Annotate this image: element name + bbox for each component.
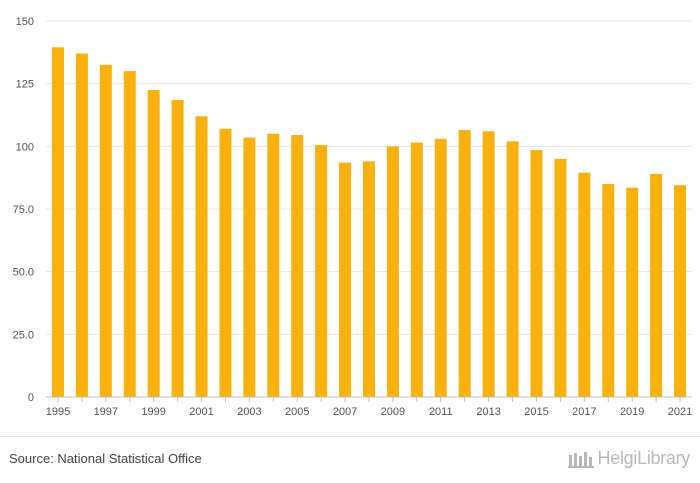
- x-tick-label: 2011: [429, 406, 453, 418]
- bar: [458, 130, 471, 398]
- bar: [674, 185, 687, 397]
- source-note: Source: National Statistical Office: [9, 451, 202, 466]
- bar: [315, 145, 328, 397]
- bar: [650, 173, 663, 397]
- x-tick-label: 2015: [524, 406, 548, 418]
- x-tick-label: 2017: [572, 406, 596, 418]
- bar: [602, 183, 615, 397]
- bar: [530, 150, 543, 397]
- x-tick-label: 1999: [141, 406, 165, 418]
- bar: [363, 161, 375, 397]
- y-tick-label: 50.0: [13, 267, 34, 279]
- bar: [171, 99, 184, 398]
- bar: [267, 133, 280, 398]
- bar: [99, 64, 112, 397]
- bar: [243, 137, 256, 397]
- bar: [506, 141, 519, 397]
- logo-text: HelgiLibrary: [597, 448, 691, 468]
- x-tick-label: 1995: [46, 406, 70, 418]
- bar: [578, 172, 591, 397]
- y-tick-label: 125: [16, 79, 34, 91]
- bars: [51, 47, 687, 398]
- x-tick-label: 2001: [189, 406, 213, 418]
- x-tick-label: 2019: [620, 406, 644, 418]
- bar: [219, 128, 232, 397]
- x-tick-label: 2013: [476, 406, 500, 418]
- bar: [147, 89, 160, 397]
- footer-divider: [0, 436, 700, 437]
- library-icon: [567, 451, 594, 468]
- bar: [410, 142, 423, 397]
- bar: [123, 71, 136, 397]
- y-tick-label: 150: [16, 16, 34, 28]
- bar: [386, 146, 399, 397]
- bar-chart: 0 25.0 50.0 75.0 100 125 150 1995 1997 1999 2001 2…: [13, 16, 693, 418]
- x-tick-label: 2003: [237, 406, 261, 418]
- bar: [75, 53, 88, 397]
- y-tick-label: 25.0: [13, 329, 34, 341]
- bar: [434, 138, 447, 397]
- bar: [51, 47, 64, 397]
- y-axis: 0 25.0 50.0 75.0 100 125 150: [13, 16, 34, 404]
- x-tick-label: 2007: [333, 406, 357, 418]
- bar: [291, 135, 304, 397]
- helgilibrary-logo[interactable]: HelgiLibrary: [567, 448, 691, 469]
- bar: [482, 131, 495, 397]
- x-tick-label: 2021: [668, 406, 692, 418]
- x-tick-label: 1997: [94, 406, 118, 418]
- x-axis: 1995 1997 1999 2001 2003 2005 2007 2009 2011 2013…: [46, 396, 692, 418]
- y-tick-label: 0: [28, 392, 34, 404]
- x-tick-label: 2009: [381, 406, 405, 418]
- x-tick-label: 2005: [285, 406, 309, 418]
- y-tick-label: 75.0: [13, 204, 34, 216]
- y-tick-label: 100: [16, 141, 34, 153]
- bar: [339, 162, 352, 397]
- bar: [554, 158, 567, 397]
- bar: [195, 116, 208, 398]
- bar: [626, 187, 639, 397]
